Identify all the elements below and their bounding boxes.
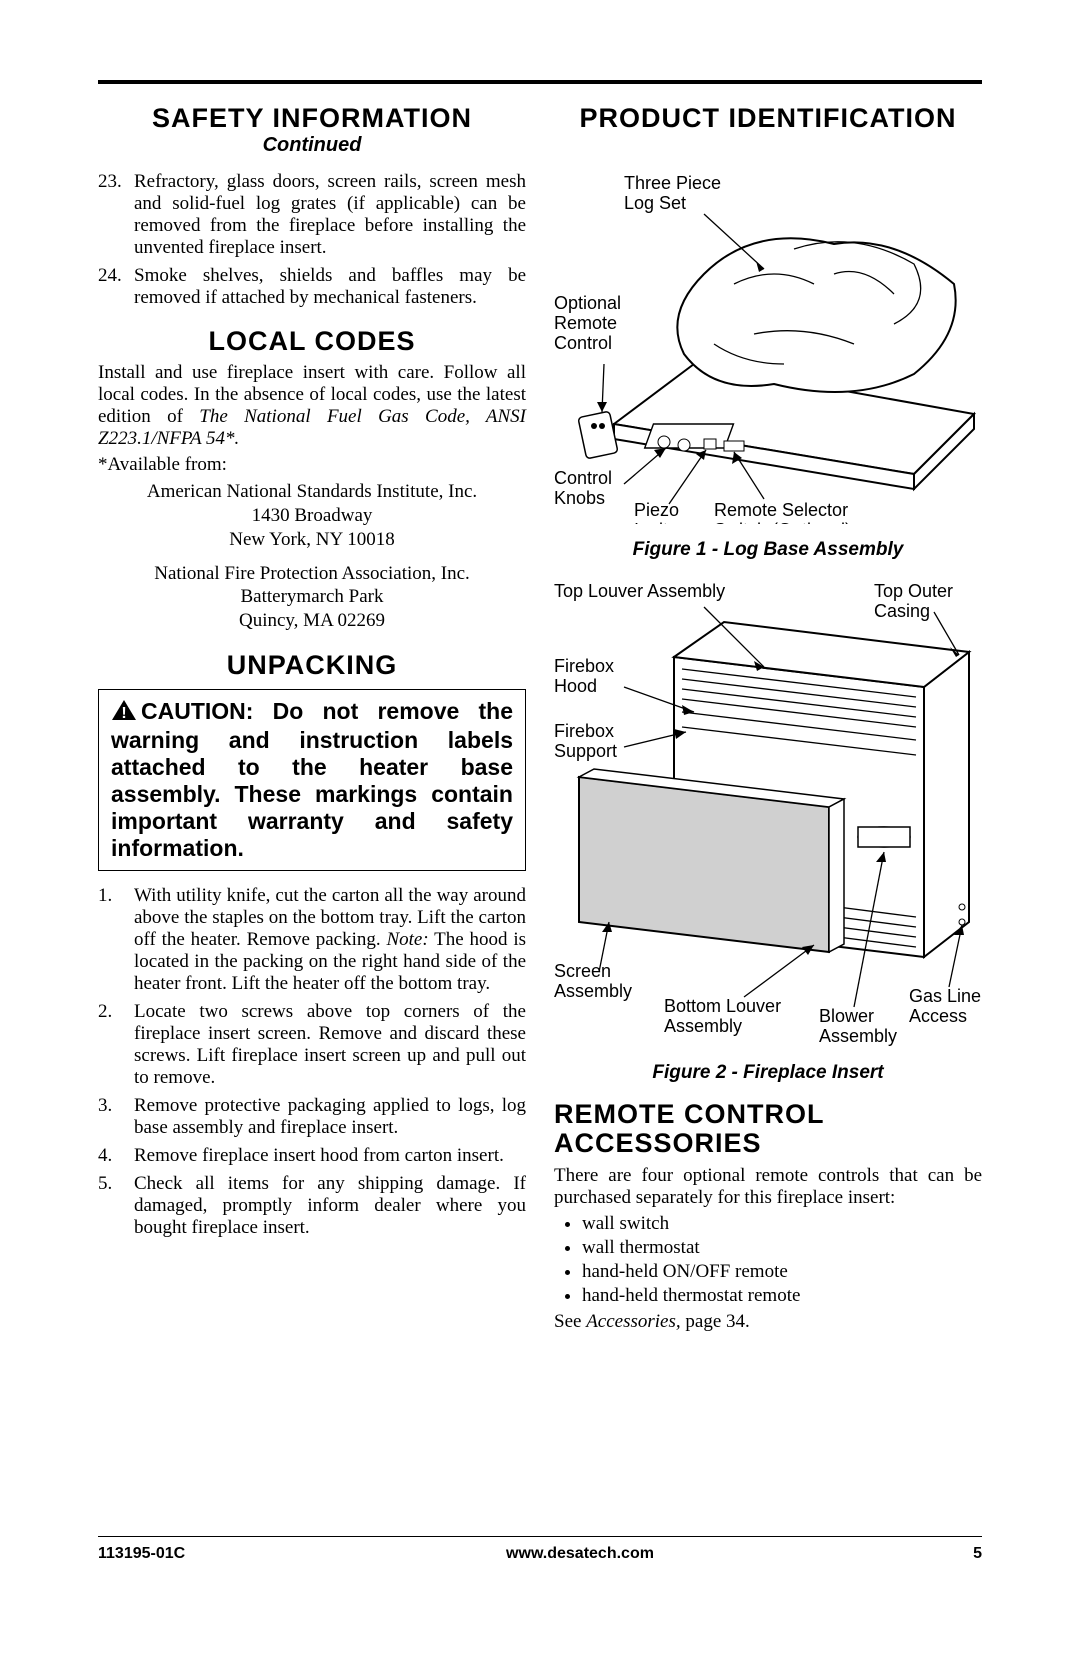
figure-1: Three Piece Log Set Optional Remote Cont… [554,134,982,529]
fig-label: Control [554,468,612,488]
fig-label: Remote [554,313,617,333]
fig-label: Ignitor [634,520,684,524]
fig-label: Blower [819,1006,874,1026]
addr-line: Quincy, MA 02269 [98,609,526,633]
caution-body: CAUTION: Do not remove the warning and i… [111,698,513,862]
addr-line: New York, NY 10018 [98,528,526,552]
note-label: Note: [386,929,428,950]
fig-label: Top Outer [874,581,953,601]
text-part: See [554,1311,586,1332]
item-number: 5. [98,1173,134,1239]
fig-label: Log Set [624,193,686,213]
fig-label: Gas Line [909,986,981,1006]
bullet-item: wall thermostat [582,1237,982,1259]
fig-label: Access [909,1006,967,1026]
fig-label: Firebox [554,656,614,676]
fig-label: Screen [554,961,611,981]
fig-label: Remote Selector [714,500,848,520]
fig-label: Optional [554,293,621,313]
figure-1-caption: Figure 1 - Log Base Assembly [554,539,982,561]
text-italic: Accessories, [586,1311,680,1332]
caution-box: ! CAUTION: Do not remove the warning and… [98,689,526,872]
fig-label: Assembly [664,1016,742,1036]
bullet-item: hand-held thermostat remote [582,1285,982,1307]
item-text: Remove protective packaging applied to l… [134,1095,526,1139]
safety-info-heading: SAFETY INFORMATION [98,104,526,134]
fig-label: Switch (Optional) [714,520,851,524]
unpacking-heading: UNPACKING [98,651,526,681]
list-item: 1. With utility knife, cut the carton al… [98,885,526,995]
list-item: 4. Remove fireplace insert hood from car… [98,1145,526,1167]
item-text: Refractory, glass doors, screen rails, s… [134,171,526,259]
unpacking-list: 1. With utility knife, cut the carton al… [98,885,526,1239]
address-2: National Fire Protection Association, In… [98,562,526,633]
fig-label: Assembly [554,981,632,1001]
footer-doc-id: 113195-01C [98,1545,218,1563]
item-number: 2. [98,1001,134,1089]
fig-label: Piezo [634,500,679,520]
fig-label: Top Louver Assembly [554,581,725,601]
fig-label: Control [554,333,612,353]
addr-line: National Fire Protection Association, In… [98,562,526,586]
right-column: PRODUCT IDENTIFICATION [554,104,982,1337]
page-content: SAFETY INFORMATION Continued 23. Refract… [98,80,982,1337]
item-number: 1. [98,885,134,995]
svg-text:!: ! [121,705,126,721]
item-text: Smoke shelves, shields and baffles may b… [134,265,526,309]
left-column: SAFETY INFORMATION Continued 23. Refract… [98,104,526,1337]
remote-para: There are four optional remote controls … [554,1165,982,1209]
continued-label: Continued [98,134,526,157]
safety-list: 23. Refractory, glass doors, screen rail… [98,171,526,309]
figure-2: Top Louver Assembly Top Outer Casing Fir… [554,577,982,1052]
item-number: 3. [98,1095,134,1139]
fig-label: Firebox [554,721,614,741]
item-number: 23. [98,171,134,259]
list-item: 23. Refractory, glass doors, screen rail… [98,171,526,259]
list-item: 24. Smoke shelves, shields and baffles m… [98,265,526,309]
text-part: page 34. [681,1311,750,1332]
footer-url: www.desatech.com [218,1545,942,1563]
addr-line: Batterymarch Park [98,585,526,609]
fig-label: Knobs [554,488,605,508]
item-number: 4. [98,1145,134,1167]
local-codes-para: Install and use fireplace insert with ca… [98,362,526,450]
remote-accessories-heading: REMOTE CONTROL ACCESSORIES [554,1100,982,1159]
list-item: 2. Locate two screws above top corners o… [98,1001,526,1089]
fig-label: Support [554,741,617,761]
fig-label: Hood [554,676,597,696]
bullet-item: hand-held ON/OFF remote [582,1261,982,1283]
product-id-heading: PRODUCT IDENTIFICATION [554,104,982,134]
footer-page-number: 5 [942,1545,982,1563]
address-1: American National Standards Institute, I… [98,480,526,551]
local-codes-heading: LOCAL CODES [98,327,526,357]
bullet-item: wall switch [582,1213,982,1235]
item-text: With utility knife, cut the carton all t… [134,885,526,995]
item-text: Remove fireplace insert hood from carton… [134,1145,526,1167]
available-from: *Available from: [98,454,526,476]
caution-text: ! CAUTION: Do not remove the warning and… [111,698,513,863]
page-footer: 113195-01C www.desatech.com 5 [98,1536,982,1563]
addr-line: American National Standards Institute, I… [98,480,526,504]
fig-label: Assembly [819,1026,897,1046]
see-accessories: See Accessories, page 34. [554,1311,982,1333]
remote-bullets: wall switch wall thermostat hand-held ON… [554,1213,982,1307]
fig-label: Three Piece [624,173,721,193]
item-text: Check all items for any shipping damage.… [134,1173,526,1239]
list-item: 5. Check all items for any shipping dama… [98,1173,526,1239]
fig-label: Bottom Louver [664,996,781,1016]
item-text: Locate two screws above top corners of t… [134,1001,526,1089]
item-number: 24. [98,265,134,309]
list-item: 3. Remove protective packaging applied t… [98,1095,526,1139]
addr-line: 1430 Broadway [98,504,526,528]
fig-label: Casing [874,601,930,621]
warning-icon: ! [111,699,137,727]
figure-2-caption: Figure 2 - Fireplace Insert [554,1062,982,1084]
